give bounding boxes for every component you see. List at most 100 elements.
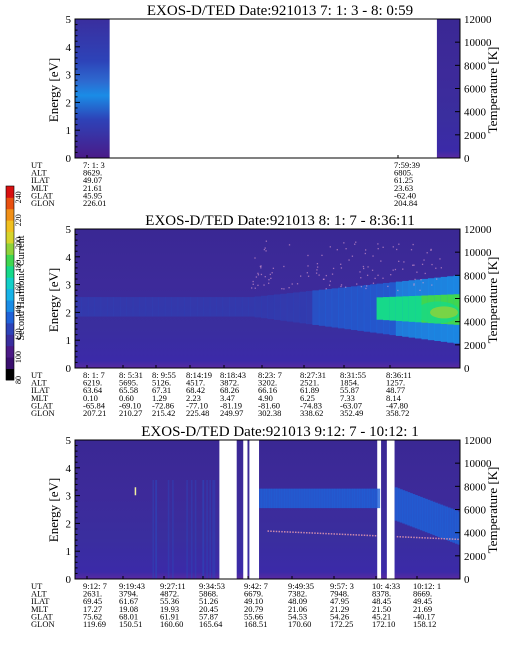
ephemeris-value: 20.45 [199,604,218,614]
ephemeris-value: 8:14:19 [186,370,212,380]
artefact [134,487,137,496]
speckle [352,534,355,536]
ephemeris-value: 10: 4:33 [372,581,400,591]
speckle [252,283,254,285]
band-cell [429,500,433,535]
panel-1-y2label: Temperature [K] [485,47,500,134]
band-cell [341,488,345,509]
speckle [265,250,267,252]
speckle [257,272,259,275]
ephemeris-value: 1854. [340,378,359,388]
y2-tick-label: 8000 [464,60,487,72]
speckle [413,283,415,285]
ephemeris-value: 68.26 [220,385,239,395]
speckle [419,289,421,291]
speckle [399,536,401,538]
ephemeris-value: -81.60 [258,400,280,410]
ephemeris-value: 21.06 [288,604,307,614]
colorbar: 80 100 120 140 160 180 200 220 240 [5,185,23,384]
speckle [251,287,253,289]
y2-tick-label: 2000 [464,130,487,142]
speckle [321,254,323,257]
colorbar-swatch [6,186,14,198]
ephemeris-value: 23.63 [394,183,413,193]
speckle [260,273,263,276]
y-tick-label: 3 [66,491,72,503]
speckle [288,287,290,289]
colorbar-swatch [6,208,14,221]
speckle [325,274,327,277]
band-cell [203,297,211,317]
streak [213,480,216,579]
speckle [259,265,262,268]
y2-tick-label: 10000 [464,37,492,49]
speckle [336,249,338,251]
y-tick-label: 2 [66,518,72,530]
speckle [372,282,375,284]
speckle [351,255,354,257]
band-cell [164,297,172,317]
speckle [421,537,423,539]
speckle [431,284,433,286]
ephemeris-value: 1.29 [152,393,167,403]
ephemeris-value: 49.10 [244,596,263,606]
ephemeris-value: 61.25 [394,175,413,185]
band-cell [394,487,398,521]
speckle [272,267,275,269]
speckle [407,536,410,538]
speckle [416,271,418,273]
band-cell [339,488,343,509]
panel-1-title: EXOS-D/TED Date:921013 7: 1: 3 - 8: 0:59 [147,3,413,19]
band-cell [132,297,140,317]
band-cell [419,496,423,531]
ephemeris-row-label: GLON [31,198,55,208]
ephemeris-value: 5126. [152,378,171,388]
ephemeris-value: 67.31 [152,385,171,395]
speckle [300,531,302,534]
speckle [254,287,256,289]
band-cell [274,488,278,509]
ephemeris-value: 8:36:11 [386,370,412,380]
ephemeris-row-label: GLAT [31,611,54,621]
ephemeris-value: 9:27:11 [160,581,186,591]
ephemeris-value: 21.61 [83,183,102,193]
speckle [270,530,272,532]
speckle [418,536,421,539]
band-cell [432,501,436,536]
ephemeris-row-label: ALT [31,589,48,599]
speckle [374,534,377,537]
streak [212,480,214,579]
streak [194,480,197,579]
y2-tick-label: 6000 [464,84,487,96]
y2-tick-label: 0 [464,153,470,165]
ephemeris-value: 9:34:53 [199,581,225,591]
band-cell [374,488,378,509]
band-cell [324,488,328,509]
speckle [443,537,445,540]
band-cell [306,291,313,325]
y2-tick-label: 12000 [464,14,492,26]
band-cell [349,488,353,509]
ephemeris-value: 0.60 [119,393,134,403]
panel-2-ylabel: Energy [eV] [46,268,61,332]
colorbar-label: Second Harmonic Current [16,235,27,340]
speckle [397,289,399,292]
band-cell [75,297,82,317]
speckle [316,269,318,271]
speckle [396,535,399,538]
speckle [325,532,327,535]
band-cell [331,488,335,509]
speckle [260,265,262,267]
speckle [341,533,344,536]
colorbar-swatch [6,300,14,312]
speckle [354,243,356,245]
band-cell [424,498,428,533]
colorbar-swatch [6,243,14,255]
data-strip [436,19,460,158]
speckle [363,267,365,270]
colorbar-swatch [6,265,14,278]
y-tick-label: 2 [66,97,72,109]
colorbar-frame [5,185,15,381]
speckle [430,249,432,251]
speckle [348,259,350,261]
